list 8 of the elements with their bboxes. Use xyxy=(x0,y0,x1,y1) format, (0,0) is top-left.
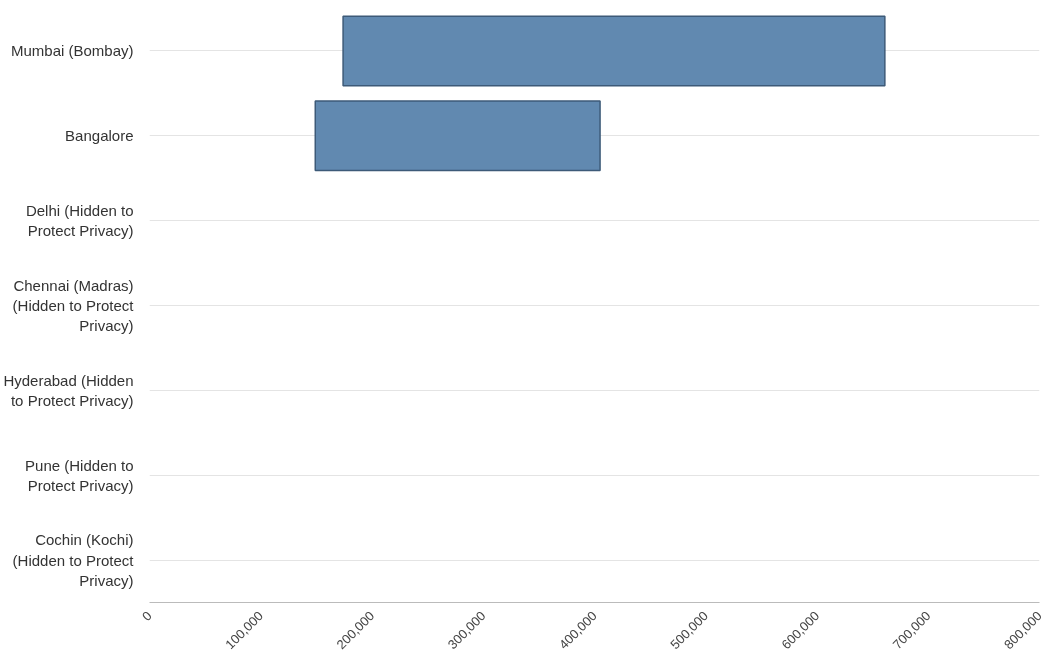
y-tick-label: Chennai (Madras) (Hidden to Protect Privacy) xyxy=(12,276,135,335)
y-tick-label: Bangalore xyxy=(65,127,134,145)
y-tick-label: Pune (Hidden to Protect Privacy) xyxy=(25,456,134,494)
y-tick-label: Mumbai (Bombay) xyxy=(10,42,134,60)
y-tick-label: Cochin (Kochi) (Hidden to Protect Privacy) xyxy=(12,531,135,589)
x-tick-label: 0 xyxy=(139,608,155,624)
y-tick-label: Delhi (Hidden to Protect Privacy) xyxy=(25,201,134,240)
y-tick-label: Hyderabad (Hidden to Protect Privacy) xyxy=(3,371,134,410)
